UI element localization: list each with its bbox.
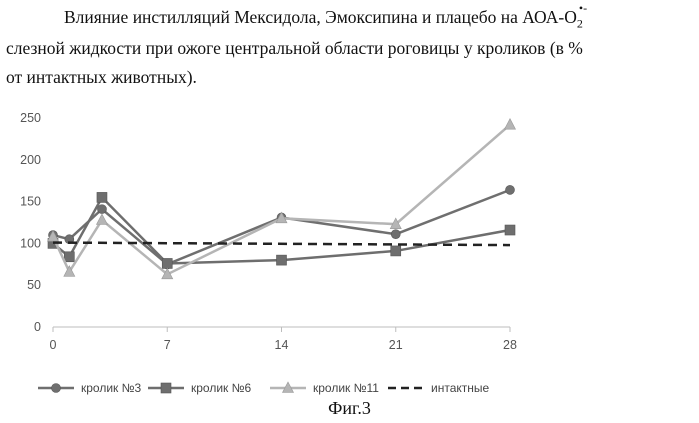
series-2-point-5 bbox=[391, 246, 401, 256]
x-tick-label-21: 21 bbox=[389, 338, 403, 352]
x-tick-label-14: 14 bbox=[275, 338, 289, 352]
series-2 bbox=[48, 192, 515, 268]
series-3 bbox=[48, 119, 516, 279]
series-3-line bbox=[53, 125, 510, 275]
series-1-point-6 bbox=[506, 185, 515, 194]
series-1-point-2 bbox=[97, 205, 106, 214]
series-2-point-4 bbox=[277, 255, 287, 265]
series-3-point-2 bbox=[96, 214, 107, 225]
y-tick-label-250: 250 bbox=[20, 111, 41, 125]
figure-label: Фиг.3 bbox=[0, 398, 699, 419]
chart-area: 050100150200250 07142128 кролик №3кролик… bbox=[0, 100, 699, 400]
legend: кролик №3 кролик №6 кролик №11 интактные bbox=[38, 381, 489, 395]
line-chart: 050100150200250 07142128 кролик №3кролик… bbox=[0, 100, 699, 400]
series-2-point-6 bbox=[505, 225, 515, 235]
x-tick-label-0: 0 bbox=[50, 338, 57, 352]
caption-superscript: •- bbox=[579, 0, 587, 22]
y-tick-label-150: 150 bbox=[20, 195, 41, 209]
legend-label-1: кролик №3 bbox=[81, 381, 141, 395]
series-layer bbox=[48, 119, 516, 279]
legend-label-4: интактные bbox=[431, 381, 489, 395]
series-3-point-6 bbox=[505, 119, 516, 130]
caption-line-1-text: Влияние инстилляций Мексидола, Эмоксипин… bbox=[64, 7, 577, 27]
y-tick-label-200: 200 bbox=[20, 153, 41, 167]
y-axis: 0 50 100 150 200 250 bbox=[20, 111, 41, 334]
x-tick-label-28: 28 bbox=[503, 338, 517, 352]
caption-line-2: слезной жидкости при ожоге центральной о… bbox=[6, 35, 583, 62]
series-2-point-2 bbox=[97, 192, 107, 202]
caption-line-1: Влияние инстилляций Мексидола, Эмоксипин… bbox=[64, 4, 583, 38]
series-1-line bbox=[53, 190, 510, 264]
series-1-point-5 bbox=[391, 230, 400, 239]
caption-line-3: от интактных животных). bbox=[6, 64, 197, 91]
legend-label-3: кролик №11 bbox=[313, 381, 379, 395]
caption-subscript-wrap: 2•- bbox=[577, 4, 583, 38]
legend-label-2: кролик №6 bbox=[191, 381, 251, 395]
series-2-line bbox=[53, 197, 510, 263]
legend-marker-2 bbox=[161, 383, 171, 393]
x-tick-label-7: 7 bbox=[164, 338, 171, 352]
y-tick-label-0: 0 bbox=[34, 320, 41, 334]
y-tick-label-50: 50 bbox=[27, 278, 41, 292]
y-tick-label-100: 100 bbox=[20, 236, 41, 250]
legend-marker-1 bbox=[52, 384, 61, 393]
series-2-point-1 bbox=[64, 252, 74, 262]
series-2-point-3 bbox=[162, 258, 172, 268]
x-axis: 0 7 14 21 28 bbox=[50, 327, 517, 352]
